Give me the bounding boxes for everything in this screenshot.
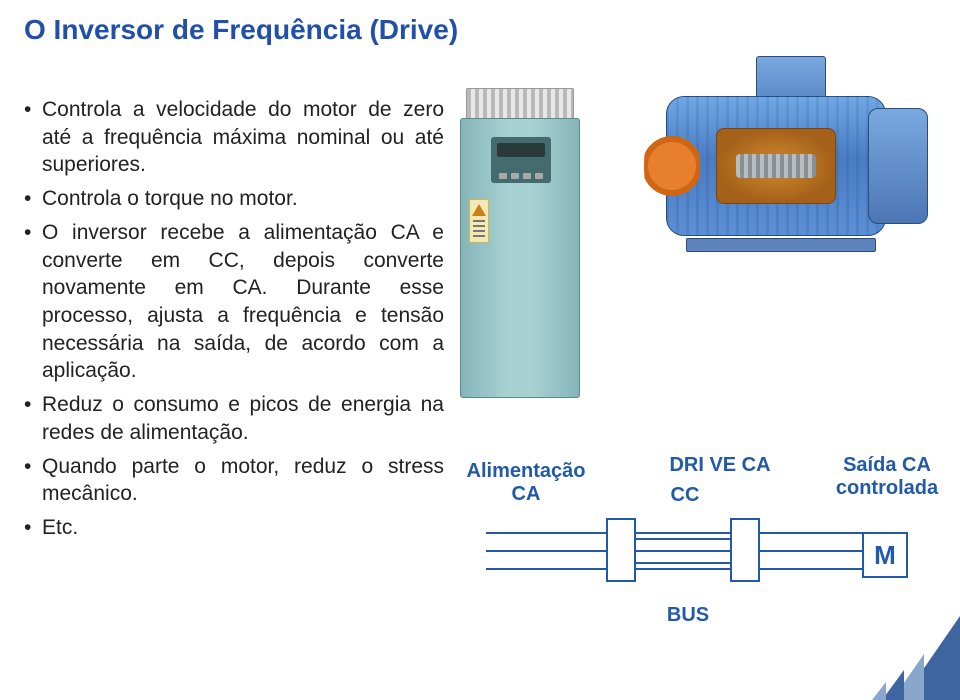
drive-illustration: [460, 88, 580, 398]
drive-warning-label: [469, 199, 489, 243]
drive-buttons: [497, 173, 545, 179]
diagram-output-line1: Saída CA: [843, 454, 931, 476]
diagram-bus-label: BUS: [658, 604, 718, 627]
diagram-output-line2: controlada: [836, 477, 938, 499]
bullet-list: Controla a velocidade do motor de zero a…: [24, 96, 444, 548]
diagram-phase-line: [486, 550, 862, 552]
bullet-item: Controla o torque no motor.: [24, 185, 444, 213]
drive-screen: [497, 143, 545, 157]
motor-rotor: [736, 154, 816, 178]
diagram-motor-letter: M: [874, 540, 896, 571]
diagram-inverter-box: [730, 518, 760, 582]
bullet-item: Quando parte o motor, reduz o stress mec…: [24, 453, 444, 508]
diagram-drive-label: DRI VE CA: [660, 454, 780, 477]
diagram-dc-bus-line: [636, 538, 730, 540]
diagram-supply-line2: CA: [512, 483, 541, 505]
bullet-item: Controla a velocidade do motor de zero a…: [24, 96, 444, 179]
warning-triangle-icon: [472, 204, 486, 216]
drive-heatsink: [466, 88, 574, 122]
corner-logo: [830, 610, 960, 700]
motor-base: [686, 238, 876, 252]
motor-fan: [644, 106, 700, 226]
diagram-supply-line1: Alimentação: [467, 460, 586, 482]
drive-control-panel: [491, 137, 551, 183]
diagram-supply-label: Alimentação CA: [466, 460, 586, 506]
warning-text-lines: [473, 220, 485, 240]
diagram-rectifier-box: [606, 518, 636, 582]
bullet-item: O inversor recebe a alimentação CA e con…: [24, 219, 444, 385]
diagram-phase-line: [486, 532, 862, 534]
motor-illustration: [616, 36, 936, 276]
diagram-dc-bus-line: [636, 562, 730, 564]
page-title: O Inversor de Frequência (Drive): [24, 14, 458, 46]
motor-endcap: [868, 108, 928, 224]
logo-icon: [830, 610, 960, 700]
diagram-motor-box: M: [862, 532, 908, 578]
diagram-dc-label: CC: [660, 484, 710, 507]
bullet-item: Reduz o consumo e picos de energia na re…: [24, 391, 444, 446]
bullet-item: Etc.: [24, 514, 444, 542]
diagram-output-label: Saída CA controlada: [832, 454, 942, 500]
drive-body: [460, 118, 580, 398]
diagram-phase-line: [486, 568, 862, 570]
